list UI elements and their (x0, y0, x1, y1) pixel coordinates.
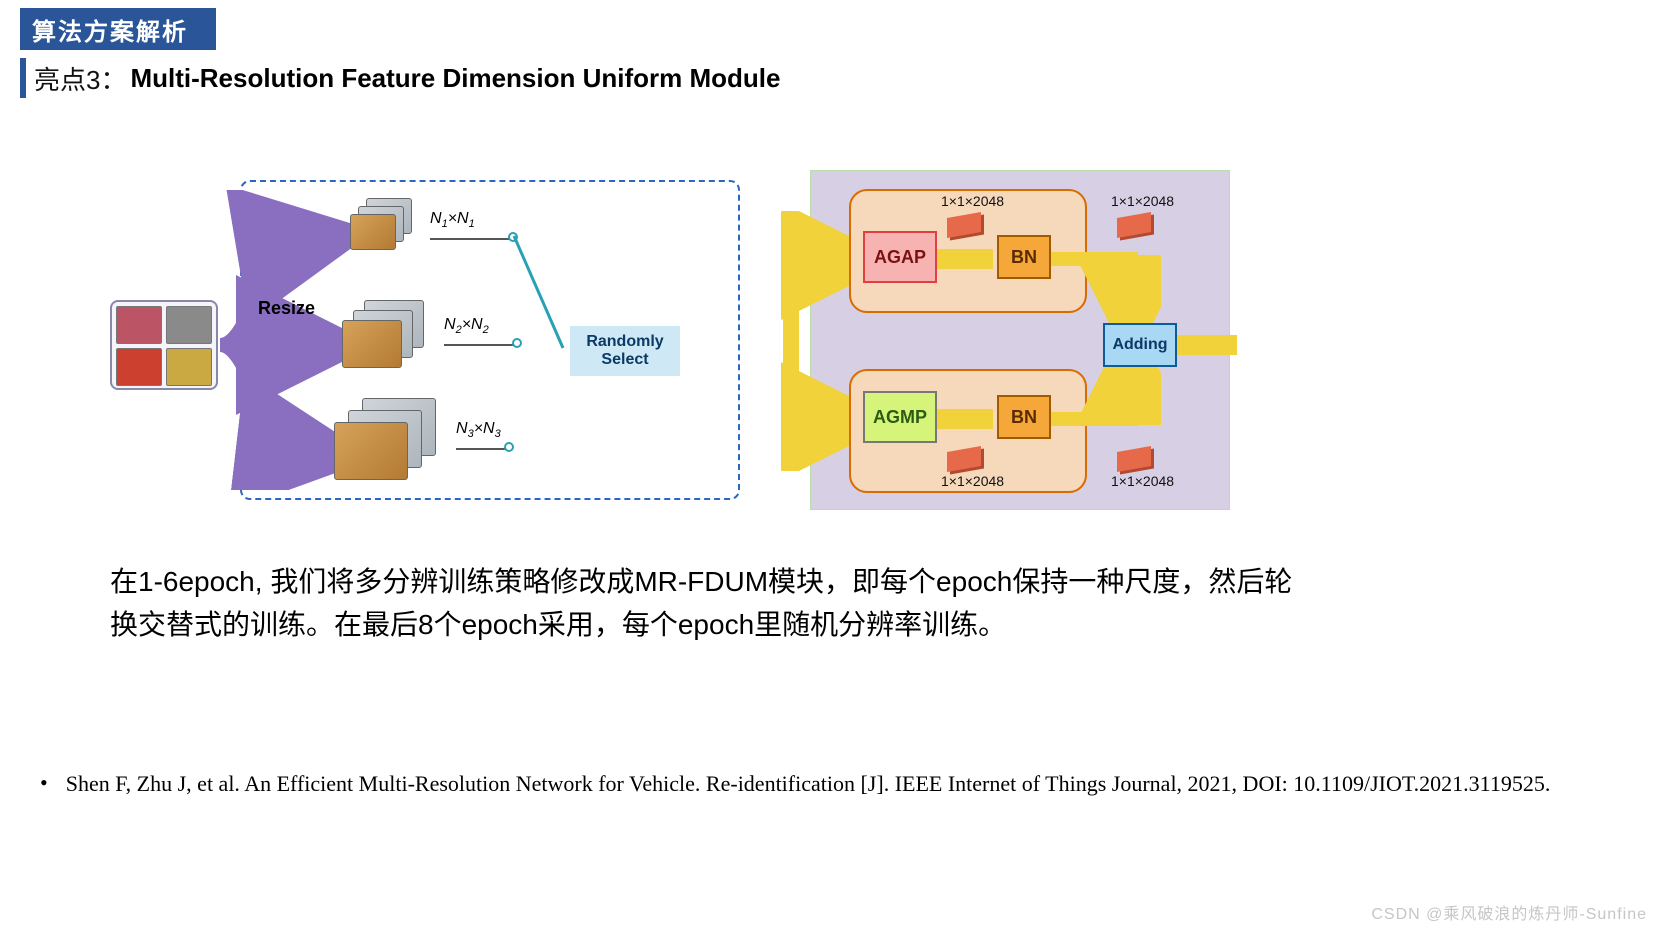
agmp-box: AGMP (863, 391, 937, 443)
cube-icon (1117, 212, 1151, 238)
branch-line-3 (456, 448, 506, 450)
diagram-area: Resize N1×N1 N2×N2 N3 (0, 160, 1659, 540)
citation-text: Shen F, Zhu J, et al. An Efficient Multi… (66, 768, 1551, 800)
branch-stack-3 (334, 398, 446, 486)
subtitle-prefix: 亮点3： (34, 60, 126, 97)
arrow-icon (937, 249, 993, 269)
branch-line-1 (430, 238, 510, 240)
citation-row: • Shen F, Zhu J, et al. An Efficient Mul… (40, 768, 1600, 800)
bullet-dot-icon: • (40, 768, 48, 800)
input-tile (166, 306, 212, 344)
random-select-box: Randomly Select (570, 326, 680, 376)
random-select-label: Randomly Select (580, 333, 670, 369)
left-diagram: Resize N1×N1 N2×N2 N3 (110, 180, 670, 500)
section-banner: 算法方案解析 (20, 8, 216, 50)
branch-line-2 (444, 344, 514, 346)
top-dim-out: 1×1×2048 (1111, 193, 1174, 209)
resize-label: Resize (258, 298, 315, 319)
bn-label-bottom: BN (1011, 407, 1037, 428)
subtitle-row: 亮点3： Multi-Resolution Feature Dimension … (20, 58, 780, 98)
agap-box: AGAP (863, 231, 937, 283)
arrow-icon (937, 409, 993, 429)
banner-title: 算法方案解析 (32, 12, 188, 47)
branch-node-3 (504, 442, 514, 452)
adding-box: Adding (1103, 323, 1177, 367)
input-tile (166, 348, 212, 386)
body-paragraph: 在1-6epoch, 我们将多分辨训练策略修改成MR-FDUM模块，即每个epo… (110, 560, 1310, 647)
arrow-out-icon (1177, 335, 1237, 355)
cube-icon (1117, 446, 1151, 472)
watermark-text: CSDN @乘风破浪的炼丹师-Sunfine (1371, 900, 1647, 924)
bn-label-top: BN (1011, 247, 1037, 268)
bn-box-top: BN (997, 235, 1051, 279)
adding-label: Adding (1112, 336, 1167, 354)
branch-stack-1 (350, 198, 420, 252)
agmp-label: AGMP (873, 407, 927, 428)
bottom-dim-out: 1×1×2048 (1111, 473, 1174, 489)
subtitle-main: Multi-Resolution Feature Dimension Unifo… (130, 63, 780, 94)
branch-label-1: N1×N1 (430, 210, 475, 230)
bn-box-bottom: BN (997, 395, 1051, 439)
input-tile (116, 348, 162, 386)
agap-label: AGAP (874, 247, 926, 268)
slide-page: 算法方案解析 亮点3： Multi-Resolution Feature Dim… (0, 0, 1659, 932)
right-diagram: 1×1×2048 AGAP BN 1×1×2048 AGMP BN 1× (810, 170, 1230, 510)
branch-stack-2 (342, 300, 434, 372)
bottom-dim-in: 1×1×2048 (941, 473, 1004, 489)
input-tile (116, 306, 162, 344)
input-image-stack (110, 300, 218, 390)
branch-label-3: N3×N3 (456, 420, 501, 440)
branch-label-2: N2×N2 (444, 316, 489, 336)
top-dim-in: 1×1×2048 (941, 193, 1004, 209)
